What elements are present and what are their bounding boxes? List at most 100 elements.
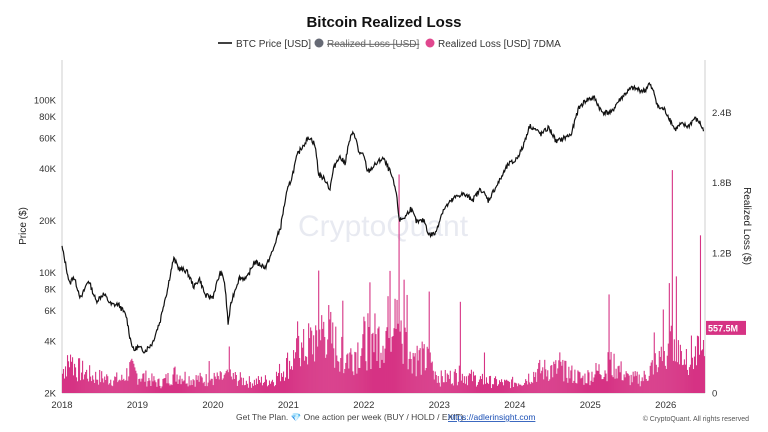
realized-loss-bar (450, 384, 452, 393)
realized-loss-bar (428, 291, 430, 393)
realized-loss-bar (130, 360, 132, 393)
realized-loss-bar (272, 382, 275, 393)
realized-loss-bar (522, 385, 524, 393)
realized-loss-bar (550, 365, 552, 393)
realized-loss-bar (521, 385, 523, 393)
realized-loss-bar (227, 372, 229, 393)
realized-loss-bar (702, 339, 705, 393)
realized-loss-bar (381, 359, 383, 393)
realized-loss-bar (191, 385, 193, 393)
realized-loss-bar (665, 368, 667, 393)
x-tick-label: 2019 (127, 400, 148, 411)
realized-loss-bar (535, 372, 537, 393)
realized-loss-bar (158, 378, 160, 393)
realized-loss-bar (64, 366, 67, 393)
realized-loss-bar (460, 380, 462, 393)
realized-loss-bar (162, 378, 164, 393)
realized-loss-bar (625, 371, 627, 393)
realized-loss-bar (242, 377, 244, 393)
realized-loss-bar (557, 368, 559, 393)
realized-loss-bar (593, 377, 595, 393)
realized-loss-bar (202, 383, 204, 393)
realized-loss-bar (646, 380, 648, 393)
realized-loss-bar (695, 365, 698, 393)
realized-loss-bar (632, 371, 634, 393)
realized-loss-bar (348, 368, 350, 393)
realized-loss-bar (320, 340, 322, 393)
realized-loss-bar (287, 352, 289, 393)
realized-loss-bar (335, 326, 337, 393)
realized-loss-bar (689, 364, 691, 393)
left-tick-label: 8K (44, 285, 56, 296)
realized-loss-bar (490, 388, 493, 393)
realized-loss-bar (419, 348, 421, 393)
realized-loss-bar (431, 361, 433, 393)
realized-loss-bar (411, 373, 413, 393)
realized-loss-bar (626, 373, 628, 393)
realized-loss-bar (576, 383, 578, 393)
realized-loss-bar (467, 375, 469, 393)
realized-loss-bar (622, 380, 624, 393)
realized-loss-bar (170, 384, 172, 393)
realized-loss-bar (78, 358, 80, 393)
realized-loss-bar (244, 384, 246, 393)
realized-loss-bar (555, 360, 557, 393)
legend-item-realized-loss-7dma[interactable]: Realized Loss [USD] 7DMA (425, 38, 562, 51)
realized-loss-bar (278, 363, 281, 393)
realized-loss-bar (668, 283, 670, 393)
realized-loss-bar (104, 376, 106, 393)
realized-loss-bar (110, 379, 112, 393)
legend-item-btc-price[interactable]: BTC Price [USD] (218, 39, 311, 50)
realized-loss-bar (313, 335, 315, 393)
realized-loss-bar (156, 386, 158, 393)
realized-loss-bar (219, 371, 221, 393)
realized-loss-bar (197, 375, 199, 393)
realized-loss-bar (669, 331, 671, 393)
realized-loss-bar (563, 381, 565, 393)
realized-loss-bar (543, 379, 545, 393)
realized-loss-bar (277, 372, 280, 393)
realized-loss-bar (611, 375, 613, 393)
left-tick-label: 40K (39, 164, 57, 175)
realized-loss-bar (637, 383, 639, 393)
realized-loss-bar (631, 382, 633, 393)
realized-loss-bar (691, 357, 693, 393)
realized-loss-bar (601, 379, 603, 393)
realized-loss-bar (124, 380, 126, 393)
realized-loss-bar (615, 368, 617, 393)
realized-loss-bar (337, 360, 339, 393)
realized-loss-bar (311, 330, 313, 393)
realized-loss-bar (230, 376, 232, 393)
realized-loss-bar (700, 350, 703, 393)
realized-loss-bar (265, 379, 268, 393)
realized-loss-bar (236, 385, 238, 393)
realized-loss-bar (666, 355, 668, 393)
realized-loss-bar (537, 368, 539, 393)
realized-loss-bar (194, 386, 196, 393)
realized-loss-bar (68, 367, 71, 393)
realized-loss-bar (581, 377, 583, 393)
realized-loss-bar (415, 376, 417, 393)
realized-loss-bar (224, 373, 226, 393)
realized-loss-bar (663, 351, 665, 393)
realized-loss-bar (187, 386, 189, 393)
realized-loss-bar (61, 373, 64, 393)
realized-loss-bar (587, 370, 589, 393)
realized-loss-bar (616, 378, 618, 393)
left-tick-label: 100K (34, 95, 57, 106)
realized-loss-bar (672, 360, 674, 393)
realized-loss-bar (231, 379, 233, 393)
realized-loss-bar (539, 359, 541, 393)
realized-loss-bar (67, 361, 70, 393)
realized-loss-bar (160, 388, 162, 393)
left-axis-title: Price ($) (18, 207, 29, 245)
legend-item-realized-loss[interactable]: Realized Loss [USD] (314, 38, 420, 51)
realized-loss-bar (284, 377, 287, 393)
realized-loss-bar (181, 378, 183, 393)
realized-loss-bar (614, 378, 616, 393)
footer-link[interactable]: https://adlerinsight.com (448, 412, 535, 422)
realized-loss-bar (536, 381, 538, 393)
realized-loss-bar (346, 354, 348, 393)
realized-loss-bar (177, 383, 179, 393)
realized-loss-bar (91, 381, 93, 393)
